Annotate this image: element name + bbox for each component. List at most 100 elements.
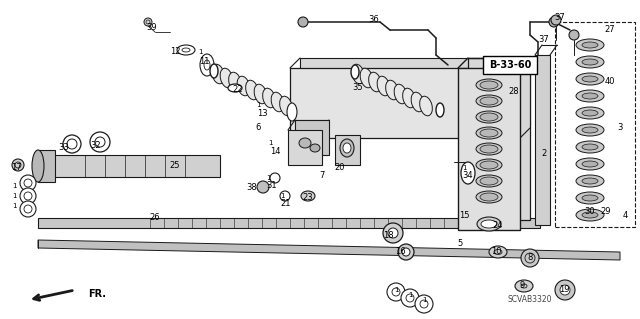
Text: 37: 37 <box>539 35 549 44</box>
Ellipse shape <box>480 177 498 185</box>
Ellipse shape <box>576 209 604 221</box>
Ellipse shape <box>480 113 498 121</box>
Text: 33: 33 <box>59 144 69 152</box>
Text: 36: 36 <box>369 16 380 25</box>
Text: 27: 27 <box>605 26 615 34</box>
Ellipse shape <box>343 143 351 153</box>
Ellipse shape <box>351 65 359 79</box>
Text: 15: 15 <box>459 211 469 220</box>
Circle shape <box>20 201 36 217</box>
Polygon shape <box>300 58 530 128</box>
Text: 21: 21 <box>281 199 291 209</box>
Text: 1: 1 <box>280 193 284 199</box>
Text: 1: 1 <box>198 49 202 55</box>
Text: 11: 11 <box>199 57 209 66</box>
Text: 26: 26 <box>150 213 160 222</box>
Text: 2: 2 <box>541 150 547 159</box>
Circle shape <box>270 173 280 183</box>
Circle shape <box>280 191 290 201</box>
Circle shape <box>551 15 561 25</box>
Ellipse shape <box>476 79 502 91</box>
Ellipse shape <box>360 68 373 88</box>
Ellipse shape <box>351 64 364 84</box>
Ellipse shape <box>411 92 424 112</box>
Text: B-33-60: B-33-60 <box>489 60 531 70</box>
Circle shape <box>63 135 81 153</box>
Ellipse shape <box>200 54 214 76</box>
Ellipse shape <box>177 45 195 55</box>
Ellipse shape <box>576 73 604 85</box>
Ellipse shape <box>480 97 498 105</box>
Ellipse shape <box>287 103 297 121</box>
Ellipse shape <box>301 191 315 201</box>
Ellipse shape <box>394 84 407 104</box>
Text: 6: 6 <box>255 123 260 132</box>
Text: 38: 38 <box>246 183 257 192</box>
Text: 32: 32 <box>91 140 101 150</box>
Ellipse shape <box>477 217 501 231</box>
Ellipse shape <box>576 56 604 68</box>
Polygon shape <box>38 150 55 182</box>
Ellipse shape <box>369 72 381 92</box>
FancyBboxPatch shape <box>483 56 537 74</box>
Polygon shape <box>335 135 360 165</box>
Ellipse shape <box>582 93 598 99</box>
Text: 40: 40 <box>605 78 615 86</box>
Polygon shape <box>295 120 329 155</box>
Circle shape <box>402 248 410 256</box>
Circle shape <box>388 228 398 238</box>
Text: 24: 24 <box>493 221 503 231</box>
Ellipse shape <box>582 127 598 133</box>
Ellipse shape <box>582 42 598 48</box>
Ellipse shape <box>386 80 398 100</box>
Polygon shape <box>468 58 530 220</box>
Ellipse shape <box>576 192 604 204</box>
Text: 7: 7 <box>319 172 324 181</box>
Circle shape <box>555 280 575 300</box>
Text: 1: 1 <box>461 165 467 171</box>
Text: 16: 16 <box>395 248 405 256</box>
Ellipse shape <box>377 76 390 96</box>
Ellipse shape <box>420 96 433 116</box>
Ellipse shape <box>476 143 502 155</box>
Polygon shape <box>38 218 540 228</box>
Ellipse shape <box>476 95 502 107</box>
Text: 9: 9 <box>520 281 525 291</box>
Ellipse shape <box>476 191 502 203</box>
Ellipse shape <box>582 59 598 65</box>
Circle shape <box>521 249 539 267</box>
Text: 37: 37 <box>555 13 565 23</box>
Ellipse shape <box>476 127 502 139</box>
Polygon shape <box>288 130 322 165</box>
Ellipse shape <box>480 81 498 89</box>
Text: 17: 17 <box>11 164 21 173</box>
Circle shape <box>90 132 110 152</box>
Text: 29: 29 <box>601 207 611 217</box>
Circle shape <box>387 283 405 301</box>
Text: 28: 28 <box>509 87 519 97</box>
Ellipse shape <box>254 84 267 104</box>
Polygon shape <box>458 68 520 230</box>
Ellipse shape <box>480 193 498 201</box>
Text: 20: 20 <box>335 164 345 173</box>
Ellipse shape <box>310 144 320 152</box>
Ellipse shape <box>228 72 241 92</box>
Ellipse shape <box>576 141 604 153</box>
Ellipse shape <box>576 175 604 187</box>
Polygon shape <box>46 155 220 177</box>
Text: 1: 1 <box>422 297 426 303</box>
Text: 22: 22 <box>233 85 243 94</box>
Circle shape <box>298 17 308 27</box>
Ellipse shape <box>576 124 604 136</box>
Ellipse shape <box>461 162 475 184</box>
Text: 34: 34 <box>463 172 474 181</box>
Polygon shape <box>290 68 520 138</box>
Polygon shape <box>535 55 550 225</box>
Text: 13: 13 <box>257 108 268 117</box>
Text: 39: 39 <box>147 24 157 33</box>
Text: 35: 35 <box>353 84 364 93</box>
Circle shape <box>401 289 419 307</box>
Text: 12: 12 <box>170 48 180 56</box>
Text: 23: 23 <box>303 194 314 203</box>
Ellipse shape <box>228 84 242 92</box>
